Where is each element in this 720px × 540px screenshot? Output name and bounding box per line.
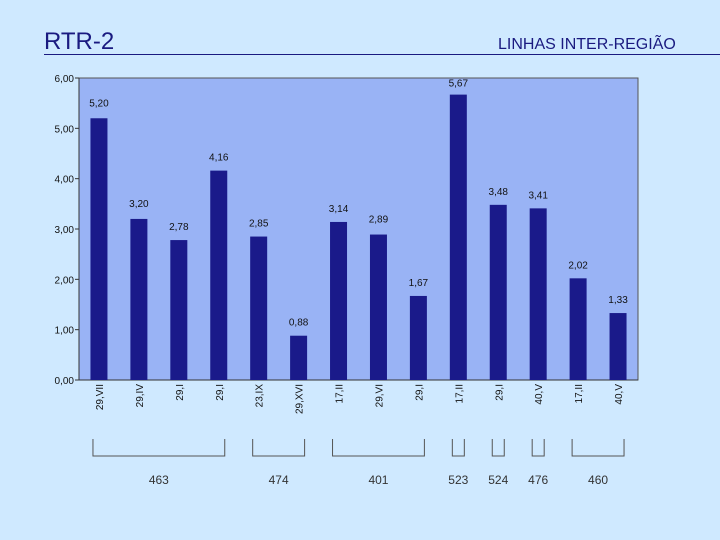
bar xyxy=(489,204,507,380)
bar xyxy=(170,240,188,380)
category-label: 29,XVI xyxy=(295,384,306,414)
data-label: 5,67 xyxy=(449,79,469,90)
bar xyxy=(529,208,547,380)
category-label: 29,VI xyxy=(374,384,385,407)
group-label: 523 xyxy=(448,473,468,487)
data-label: 1,67 xyxy=(409,278,429,289)
bar xyxy=(290,335,308,380)
data-label: 1,33 xyxy=(608,295,628,306)
group-label: 401 xyxy=(368,473,388,487)
category-label: 29,I xyxy=(175,384,186,401)
y-tick-label: 5,00 xyxy=(55,124,75,135)
slide-subtitle: LINHAS INTER-REGIÃO xyxy=(498,36,676,53)
bar xyxy=(409,295,427,380)
bar xyxy=(90,118,108,381)
plot-area xyxy=(78,77,639,381)
group-label: 474 xyxy=(269,473,289,487)
category-label: 17,II xyxy=(574,384,585,403)
group-bracket xyxy=(451,439,465,457)
data-label: 3,48 xyxy=(489,187,509,198)
y-tick-label: 6,00 xyxy=(55,74,75,85)
data-label: 3,14 xyxy=(329,204,349,215)
bar xyxy=(210,170,228,380)
data-label: 3,20 xyxy=(129,199,149,210)
category-label: 23,IX xyxy=(255,384,266,408)
bar xyxy=(369,234,387,380)
category-label: 17,II xyxy=(454,384,465,403)
slide-title: RTR-2 xyxy=(44,28,115,55)
data-label: 4,16 xyxy=(209,153,229,164)
data-label: 2,78 xyxy=(169,222,189,233)
group-bracket xyxy=(92,439,226,457)
category-label: 29,VII xyxy=(95,384,106,410)
data-label: 0,88 xyxy=(289,318,309,329)
group-label: 460 xyxy=(588,473,608,487)
y-tick-label: 3,00 xyxy=(55,225,75,236)
group-bracket xyxy=(332,439,425,457)
bar xyxy=(130,218,148,380)
bar xyxy=(250,236,268,380)
group-bracket xyxy=(571,439,625,457)
data-label: 2,02 xyxy=(568,260,588,271)
bar xyxy=(449,94,467,381)
bar xyxy=(609,313,627,380)
category-label: 29,IV xyxy=(135,384,146,408)
group-bracket xyxy=(531,439,545,457)
group-bracket xyxy=(491,439,505,457)
title-underline xyxy=(44,54,720,55)
data-label: 5,20 xyxy=(89,98,109,109)
data-label: 2,85 xyxy=(249,219,269,230)
category-label: 29,I xyxy=(215,384,226,401)
y-tick-label: 4,00 xyxy=(55,175,75,186)
bar xyxy=(569,278,587,380)
bar xyxy=(330,221,348,380)
category-label: 40,V xyxy=(614,384,625,405)
category-label: 40,V xyxy=(534,384,545,405)
category-label: 17,II xyxy=(335,384,346,403)
y-tick-label: 1,00 xyxy=(55,326,75,337)
category-label: 29,I xyxy=(414,384,425,401)
group-label: 463 xyxy=(149,473,169,487)
group-bracket xyxy=(252,439,306,457)
group-label: 524 xyxy=(488,473,508,487)
y-tick-label: 0,00 xyxy=(55,376,75,387)
data-label: 3,41 xyxy=(528,190,548,201)
category-label: 29,I xyxy=(494,384,505,401)
y-tick-label: 2,00 xyxy=(55,275,75,286)
group-label: 476 xyxy=(528,473,548,487)
data-label: 2,89 xyxy=(369,215,389,226)
